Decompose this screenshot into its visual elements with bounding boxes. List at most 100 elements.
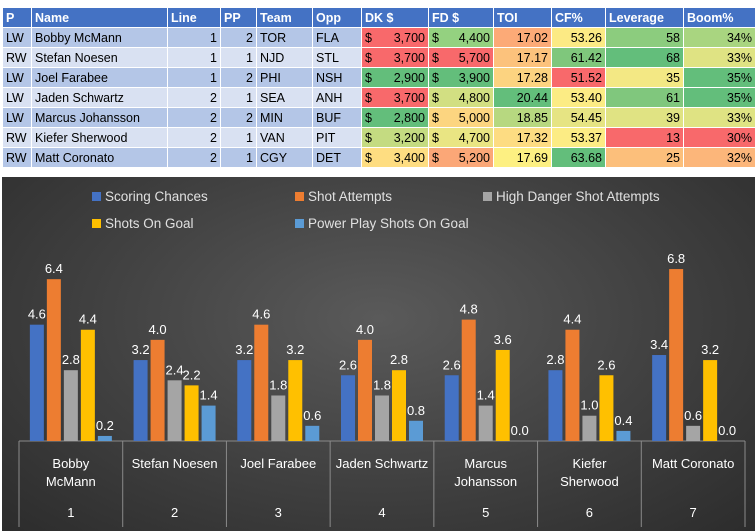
cell-toi[interactable]: 17.69 [493, 147, 552, 168]
bar-4-3[interactable] [409, 420, 423, 441]
bar-3-5[interactable] [599, 375, 614, 441]
cell-opp[interactable]: FLA [312, 27, 362, 48]
legend-label-0[interactable]: Scoring Chances [105, 189, 208, 204]
cell-boom-pct[interactable]: 34% [683, 27, 755, 48]
cell-pp[interactable]: 2 [220, 27, 257, 48]
header-boom-pct[interactable]: Boom% [683, 7, 755, 28]
cell-leverage[interactable]: 68 [605, 47, 684, 68]
bar-1-1[interactable] [150, 339, 165, 441]
header-fd-salary[interactable]: FD $ [428, 7, 494, 28]
cell-line[interactable]: 1 [167, 67, 221, 88]
bar-4-1[interactable] [201, 405, 216, 441]
table-row[interactable]: RW Stefan Noesen 1 1 NJD STL $3,700 $5,700 17.17… [2, 47, 755, 68]
bar-0-0[interactable] [29, 324, 44, 441]
cell-dk-salary[interactable]: $3,200 [361, 127, 429, 148]
bar-3-4[interactable] [495, 349, 510, 441]
cell-dk-salary[interactable]: $2,800 [361, 107, 429, 128]
bar-0-5[interactable] [548, 370, 563, 441]
table-row[interactable]: LW Joel Farabee 1 2 PHI NSH $2,900 $3,900 17.28 5… [2, 67, 755, 88]
cell-dk-salary[interactable]: $2,900 [361, 67, 429, 88]
cell-cf-pct[interactable]: 54.45 [551, 107, 606, 128]
cell-pp[interactable]: 1 [220, 87, 257, 108]
bar-1-2[interactable] [254, 324, 269, 441]
cell-pp[interactable]: 1 [220, 147, 257, 168]
header-leverage[interactable]: Leverage [605, 7, 684, 28]
cell-pp[interactable]: 1 [220, 127, 257, 148]
cell-name[interactable]: Matt Coronato [31, 147, 168, 168]
cell-toi[interactable]: 17.17 [493, 47, 552, 68]
cell-cf-pct[interactable]: 53.40 [551, 87, 606, 108]
cell-toi[interactable]: 17.28 [493, 67, 552, 88]
legend-label-4[interactable]: Power Play Shots On Goal [308, 216, 469, 231]
cell-fd-salary[interactable]: $5,000 [428, 107, 494, 128]
cell-line[interactable]: 2 [167, 147, 221, 168]
cell-line[interactable]: 2 [167, 107, 221, 128]
cell-toi[interactable]: 17.02 [493, 27, 552, 48]
bar-1-0[interactable] [46, 279, 61, 441]
cell-leverage[interactable]: 58 [605, 27, 684, 48]
cell-name[interactable]: Joel Farabee [31, 67, 168, 88]
cell-line[interactable]: 1 [167, 47, 221, 68]
bar-0-3[interactable] [341, 375, 355, 441]
cell-name[interactable]: Kiefer Sherwood [31, 127, 168, 148]
cell-team[interactable]: TOR [256, 27, 313, 48]
cell-position[interactable]: LW [2, 27, 32, 48]
cell-pp[interactable]: 2 [220, 67, 257, 88]
header-dk-salary[interactable]: DK $ [361, 7, 429, 28]
bar-1-6[interactable] [669, 269, 684, 441]
cell-dk-salary[interactable]: $3,700 [361, 27, 429, 48]
cell-line[interactable]: 2 [167, 127, 221, 148]
cell-cf-pct[interactable]: 63.68 [551, 147, 606, 168]
cell-position[interactable]: RW [2, 47, 32, 68]
header-opp[interactable]: Opp [312, 7, 362, 28]
bar-3-2[interactable] [288, 360, 303, 441]
header-toi[interactable]: TOI [493, 7, 552, 28]
header-position[interactable]: P [2, 7, 32, 28]
header-team[interactable]: Team [256, 7, 313, 28]
bar-2-1[interactable] [167, 380, 182, 441]
cell-name[interactable]: Stefan Noesen [31, 47, 168, 68]
cell-line[interactable]: 2 [167, 87, 221, 108]
cell-team[interactable]: NJD [256, 47, 313, 68]
bar-1-4[interactable] [461, 319, 476, 441]
cell-fd-salary[interactable]: $5,700 [428, 47, 494, 68]
cell-fd-salary[interactable]: $3,900 [428, 67, 494, 88]
cell-leverage[interactable]: 61 [605, 87, 684, 108]
cell-fd-salary[interactable]: $5,200 [428, 147, 494, 168]
table-row[interactable]: LW Jaden Schwartz 2 1 SEA ANH $3,700 $4,800 20.4… [2, 87, 755, 108]
cell-line[interactable]: 1 [167, 27, 221, 48]
bar-2-2[interactable] [271, 395, 286, 441]
cell-leverage[interactable]: 13 [605, 127, 684, 148]
bar-3-1[interactable] [184, 385, 199, 441]
cell-pp[interactable]: 2 [220, 107, 257, 128]
cell-position[interactable]: LW [2, 107, 32, 128]
cell-opp[interactable]: STL [312, 47, 362, 68]
cell-pp[interactable]: 1 [220, 47, 257, 68]
cell-boom-pct[interactable]: 30% [683, 127, 755, 148]
cell-opp[interactable]: ANH [312, 87, 362, 108]
bar-4-0[interactable] [97, 435, 112, 441]
header-pp[interactable]: PP [220, 7, 257, 28]
header-cf-pct[interactable]: CF% [551, 7, 606, 28]
cell-dk-salary[interactable]: $3,400 [361, 147, 429, 168]
cell-dk-salary[interactable]: $3,700 [361, 47, 429, 68]
cell-toi[interactable]: 18.85 [493, 107, 552, 128]
table-row[interactable]: RW Kiefer Sherwood 2 1 VAN PIT $3,200 $4,700 17.… [2, 127, 755, 148]
cell-fd-salary[interactable]: $4,400 [428, 27, 494, 48]
table-row[interactable]: LW Bobby McMann 1 2 TOR FLA $3,700 $4,400 17.02 5… [2, 27, 755, 48]
cell-name[interactable]: Marcus Johansson [31, 107, 168, 128]
bar-2-6[interactable] [686, 425, 701, 441]
cell-leverage[interactable]: 25 [605, 147, 684, 168]
cell-opp[interactable]: BUF [312, 107, 362, 128]
legend-label-1[interactable]: Shot Attempts [308, 189, 392, 204]
cell-opp[interactable]: DET [312, 147, 362, 168]
table-row[interactable]: LW Marcus Johansson 2 2 MIN BUF $2,800 $5,000 18… [2, 107, 755, 128]
bar-2-4[interactable] [478, 405, 493, 441]
cell-position[interactable]: LW [2, 67, 32, 88]
cell-position[interactable]: RW [2, 147, 32, 168]
cell-fd-salary[interactable]: $4,800 [428, 87, 494, 108]
bar-1-3[interactable] [358, 339, 372, 441]
cell-position[interactable]: RW [2, 127, 32, 148]
cell-team[interactable]: MIN [256, 107, 313, 128]
header-name[interactable]: Name [31, 7, 168, 28]
